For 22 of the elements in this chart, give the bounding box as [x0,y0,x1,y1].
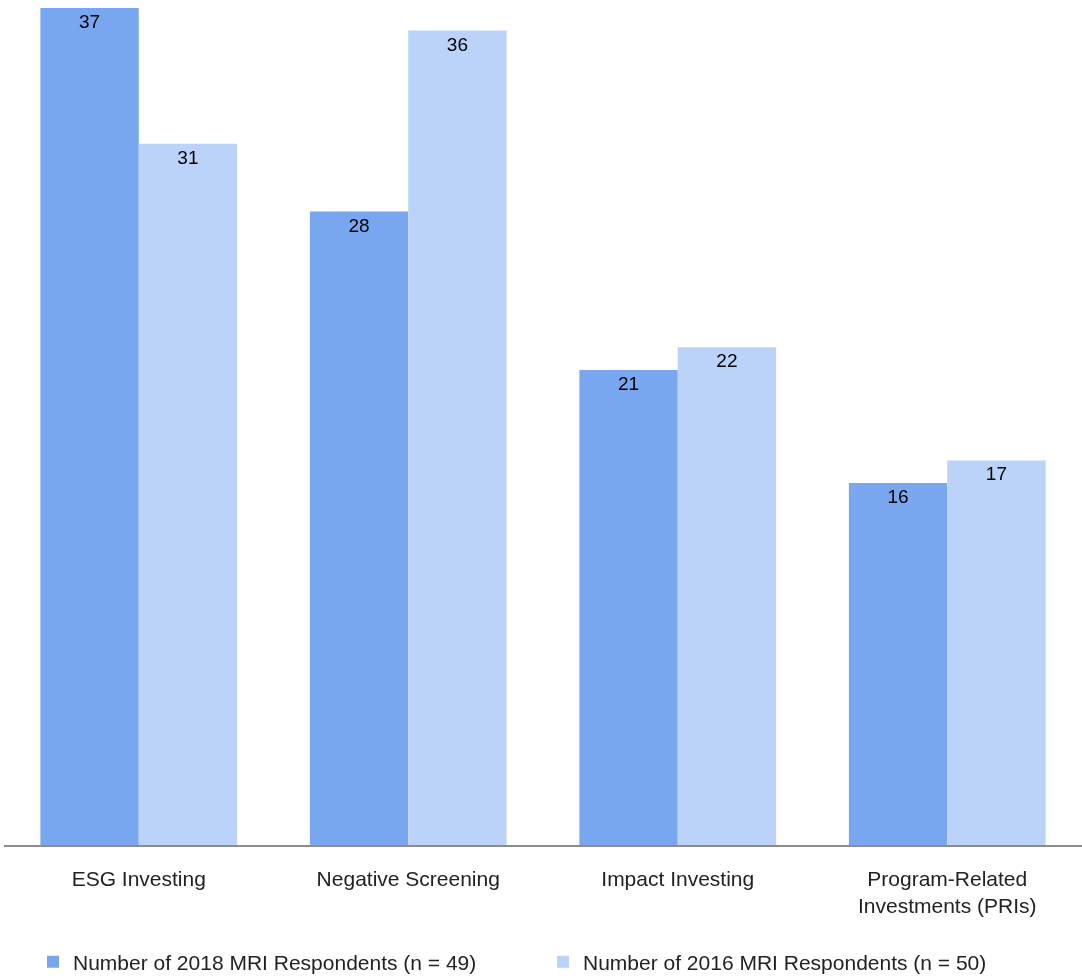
data-label: 17 [985,463,1008,485]
bar [947,460,1046,845]
x-tick-label: Impact Investing [601,866,755,890]
data-label: 21 [617,372,640,394]
bar [848,483,948,845]
legend-label: Number of 2016 MRI Respondents (n = 50) [583,951,987,975]
data-label: 16 [887,486,909,508]
bar [408,30,507,845]
bar [138,143,238,845]
bar [40,8,139,845]
x-tick-label: Program-Related Investments (PRIs) [857,866,1037,918]
bar [579,369,678,845]
x-tick-label: Negative Screening [316,866,500,890]
bar [309,211,409,845]
data-label: 22 [716,350,738,372]
bar [677,347,777,845]
data-label: 36 [446,33,469,55]
legend-label: Number of 2018 MRI Respondents (n = 49) [73,951,477,975]
data-label: 31 [177,146,199,168]
data-label: 28 [348,214,370,236]
data-label: 37 [78,11,101,32]
x-tick-label: ESG Investing [71,866,206,890]
